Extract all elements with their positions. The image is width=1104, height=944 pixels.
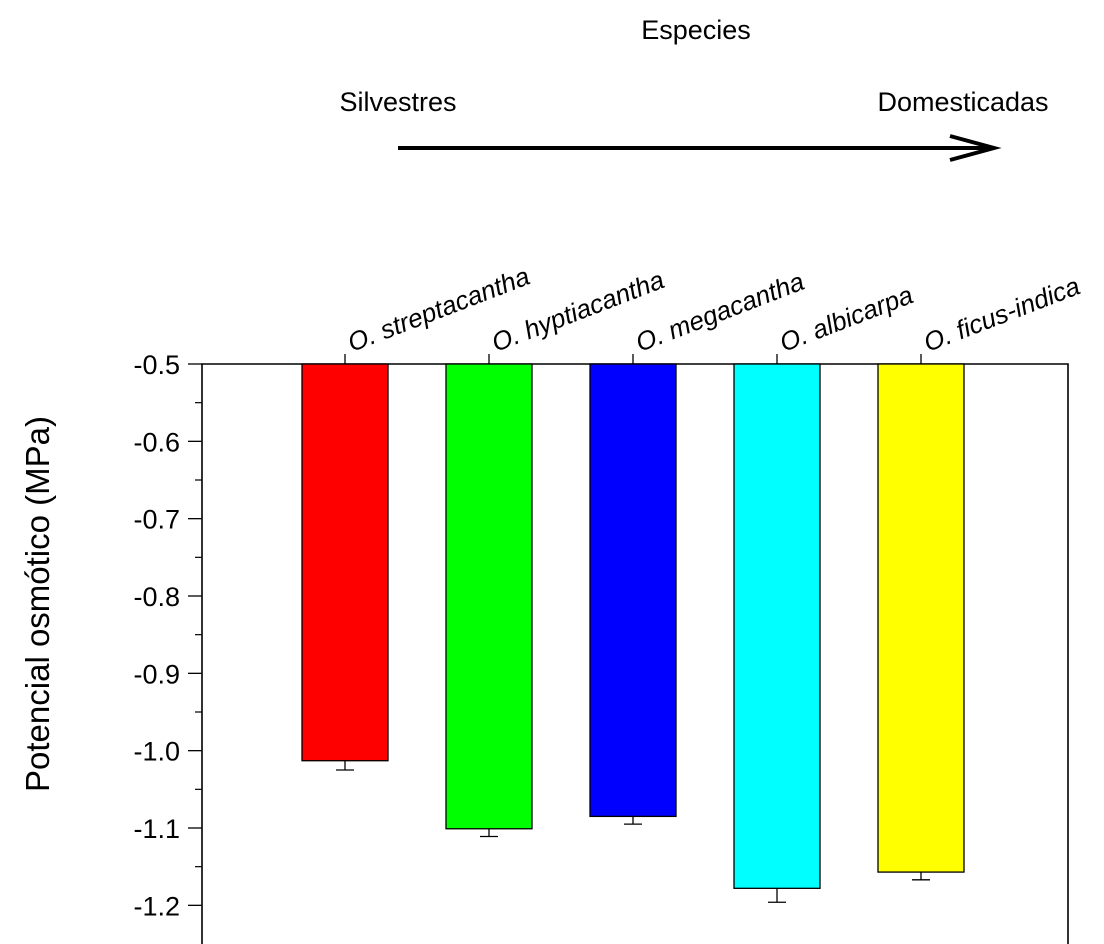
gradient-start-label: Silvestres	[339, 87, 456, 117]
gradient-end-label: Domesticadas	[877, 87, 1048, 117]
y-tick-label: -1.2	[133, 891, 180, 921]
bar	[877, 363, 965, 873]
y-tick-label: -0.5	[133, 350, 180, 380]
bar	[733, 363, 821, 889]
bar	[301, 363, 389, 762]
chart-title: Especies	[641, 15, 751, 45]
y-tick-label: -1.1	[133, 814, 180, 844]
y-tick-label: -0.6	[133, 427, 180, 457]
gradient-arrow	[398, 134, 1002, 162]
y-tick-label: -0.7	[133, 505, 180, 535]
y-tick-label: -0.8	[133, 582, 180, 612]
bar	[445, 363, 533, 830]
category-label: O. ficus-indica	[919, 271, 1084, 358]
y-tick-label: -1.0	[133, 737, 180, 767]
bar	[589, 363, 677, 818]
y-tick-label: -0.9	[133, 659, 180, 689]
y-axis-title: Potencial osmótico (MPa)	[19, 416, 56, 792]
